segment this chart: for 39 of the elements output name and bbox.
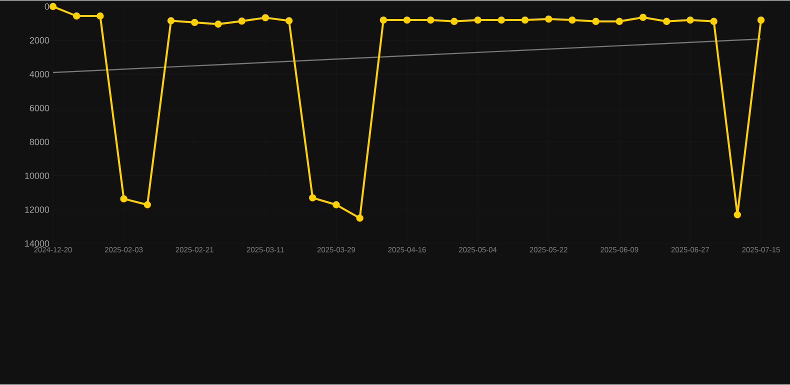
point bbox=[545, 16, 552, 23]
point bbox=[73, 12, 80, 20]
point bbox=[49, 3, 57, 10]
y-tick-label: 6000 bbox=[30, 105, 50, 112]
point bbox=[144, 201, 151, 209]
point bbox=[238, 18, 246, 25]
point bbox=[285, 17, 293, 25]
point bbox=[191, 19, 198, 26]
point bbox=[498, 16, 506, 24]
y-tick-label: 14000 bbox=[25, 240, 50, 247]
point bbox=[214, 20, 222, 28]
y-tick-label: 8000 bbox=[30, 138, 50, 146]
y-tick-label: 0 bbox=[44, 4, 50, 10]
point bbox=[380, 16, 388, 24]
point bbox=[710, 18, 718, 26]
point bbox=[686, 16, 694, 24]
point bbox=[96, 12, 104, 20]
y-tick-label: 10000 bbox=[25, 172, 50, 180]
point bbox=[309, 194, 316, 202]
point bbox=[639, 14, 647, 22]
point bbox=[403, 16, 411, 24]
y-tick-label: 2000 bbox=[30, 37, 50, 44]
point bbox=[332, 201, 340, 209]
point bbox=[521, 16, 529, 24]
point bbox=[450, 18, 458, 26]
point bbox=[568, 16, 576, 24]
point bbox=[474, 16, 482, 24]
point bbox=[120, 195, 128, 203]
y-tick-label: 12000 bbox=[25, 206, 50, 214]
point bbox=[757, 16, 765, 24]
point bbox=[592, 18, 600, 26]
point bbox=[356, 214, 364, 222]
point bbox=[262, 14, 269, 22]
point bbox=[616, 18, 623, 26]
point bbox=[663, 18, 670, 26]
point bbox=[427, 16, 434, 24]
point bbox=[734, 211, 742, 219]
point bbox=[167, 17, 175, 25]
y-tick-label: 4000 bbox=[30, 71, 50, 78]
